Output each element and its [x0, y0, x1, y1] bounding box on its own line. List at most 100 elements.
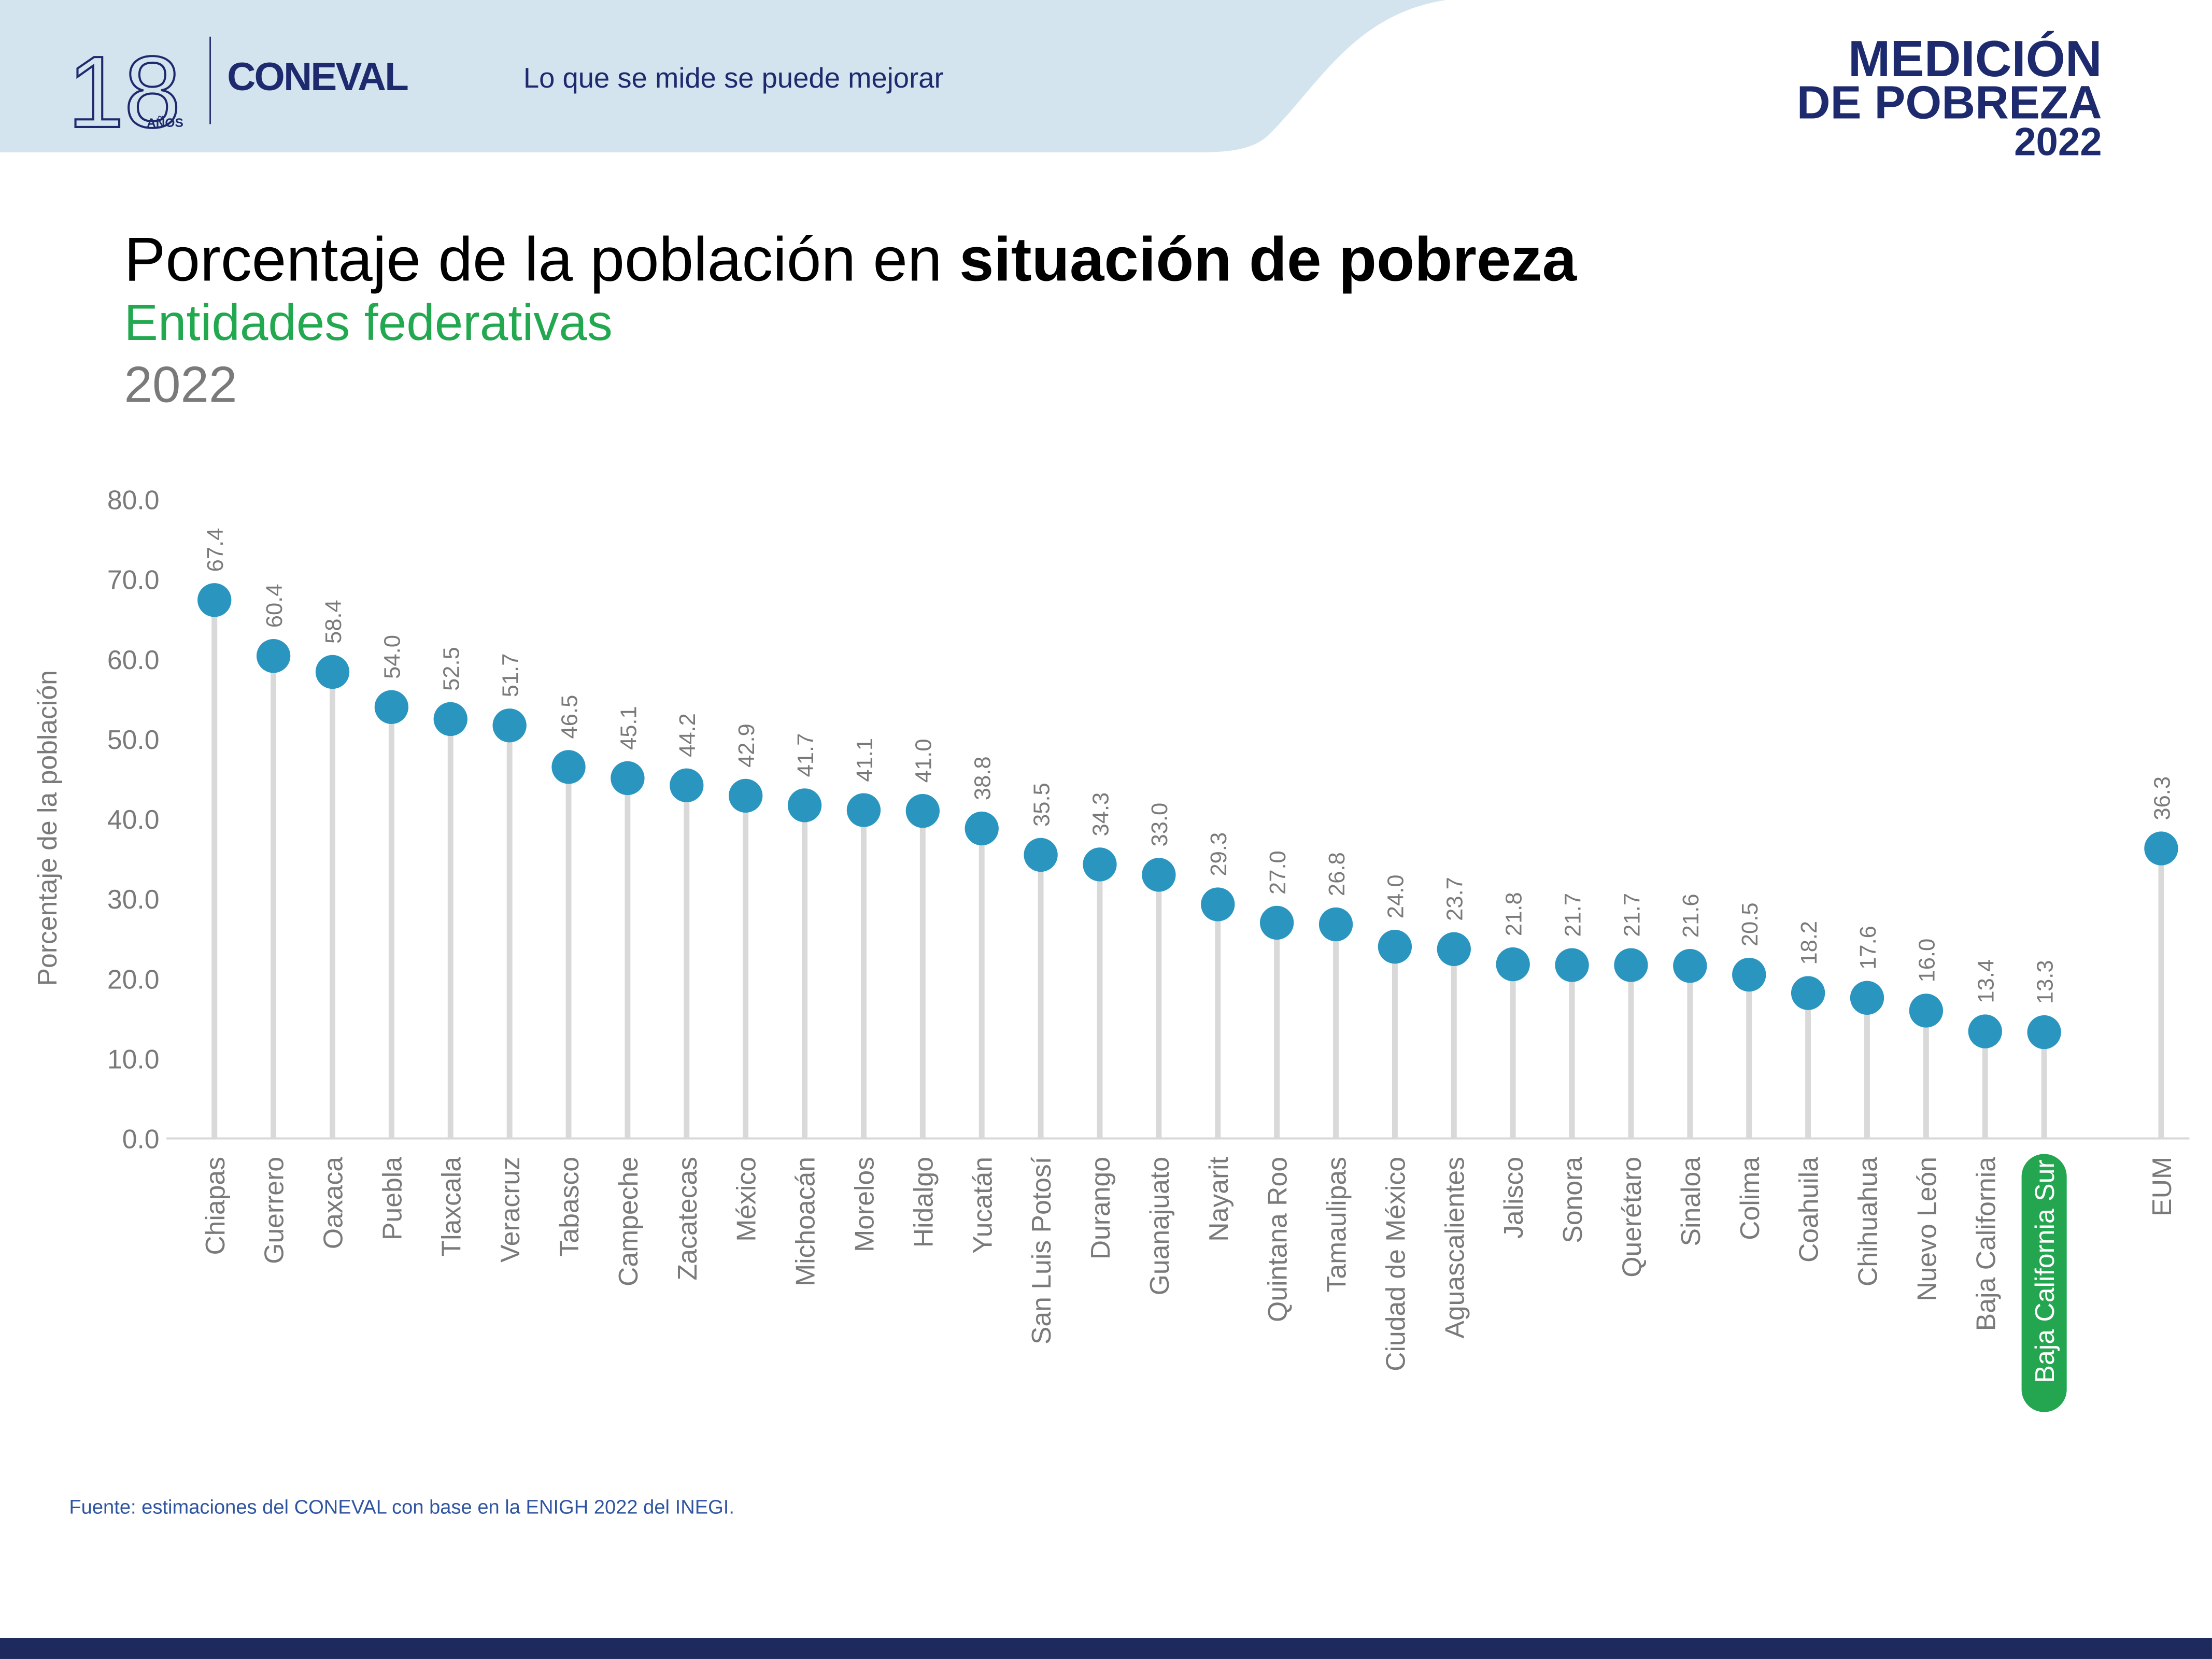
data-point [551, 750, 586, 784]
header: 18 AÑOS CONEVAL Lo que se mide se puede … [0, 0, 2102, 164]
data-label: 54.0 [380, 635, 405, 679]
data-point [1496, 947, 1530, 982]
data-label: 60.4 [262, 584, 287, 628]
data-point [1437, 932, 1471, 966]
data-point [315, 655, 350, 689]
logo-anos: AÑOS [147, 116, 183, 130]
bottom-bar [0, 1638, 2212, 1659]
data-label: 51.7 [498, 654, 523, 698]
category-label: Hidalgo [908, 1157, 938, 1247]
chart-title: Porcentaje de la población en situación … [124, 226, 1577, 296]
data-point [1732, 957, 1766, 992]
logo-18: 18 [68, 35, 181, 149]
data-point [197, 583, 232, 617]
category-label: Baja California [1970, 1157, 2001, 1331]
category-label: Tabasco [554, 1157, 584, 1257]
data-point [2027, 1015, 2061, 1050]
source-note: Fuente: estimaciones del CONEVAL con bas… [69, 1495, 734, 1518]
category-label: Querétaro [1617, 1157, 1647, 1278]
data-label: 17.6 [1856, 926, 1881, 970]
category-label: Nuevo León [1911, 1157, 1941, 1301]
data-label: 16.0 [1915, 939, 1940, 983]
chart-year: 2022 [124, 355, 237, 414]
data-point [1378, 930, 1412, 964]
y-tick-label: 20.0 [107, 964, 160, 994]
data-point [1024, 838, 1058, 872]
category-label: Oaxaca [318, 1157, 348, 1249]
data-label: 41.7 [793, 733, 818, 777]
category-label: Durango [1085, 1157, 1115, 1259]
data-point [492, 708, 527, 743]
title-bold: situación de pobreza [959, 225, 1577, 295]
y-tick-label: 30.0 [107, 884, 160, 914]
data-label: 36.3 [2150, 776, 2175, 820]
data-label: 21.7 [1561, 893, 1585, 937]
y-tick-label: 50.0 [107, 725, 160, 755]
data-point [670, 768, 704, 802]
category-label: Yucatán [967, 1157, 997, 1254]
data-label: 35.5 [1029, 783, 1054, 827]
data-point [256, 639, 291, 673]
data-point [729, 778, 763, 813]
data-label: 18.2 [1797, 921, 1822, 965]
data-point [787, 788, 822, 823]
badge-line2: DE POBREZA [1797, 77, 2102, 129]
category-label: Puebla [377, 1157, 407, 1240]
category-label: Guerrero [259, 1157, 289, 1264]
data-point [965, 811, 999, 846]
data-label: 20.5 [1738, 902, 1763, 946]
y-axis-title: Porcentaje de la población [32, 670, 62, 986]
title-regular: Porcentaje de la población en [124, 225, 959, 295]
data-point [905, 793, 940, 828]
y-tick-label: 0.0 [122, 1124, 160, 1154]
category-label: Coahuila [1794, 1157, 1824, 1263]
data-label: 21.7 [1620, 893, 1644, 937]
data-point [1909, 994, 1944, 1028]
data-label: 42.9 [734, 724, 759, 768]
data-label: 29.3 [1207, 832, 1231, 876]
data-point [1142, 858, 1176, 892]
data-point [433, 702, 467, 736]
y-tick-label: 60.0 [107, 645, 160, 675]
category-label: Michoacán [790, 1157, 820, 1286]
category-label: San Luis Potosí [1026, 1156, 1056, 1344]
tagline: Lo que se mide se puede mejorar [523, 62, 944, 94]
data-point [1791, 976, 1825, 1010]
coneval-logo: CONEVAL [227, 55, 408, 99]
category-label: Ciudad de México [1380, 1157, 1410, 1371]
data-label: 23.7 [1443, 877, 1468, 921]
highlight-pill [2021, 1154, 2067, 1412]
data-label: 44.2 [675, 713, 700, 757]
y-tick-label: 10.0 [107, 1044, 160, 1074]
data-point [1555, 948, 1589, 982]
y-tick-label: 70.0 [107, 565, 160, 595]
data-point [1259, 905, 1294, 940]
category-label: México [731, 1157, 761, 1242]
category-label: EUM [2147, 1157, 2177, 1216]
data-label: 21.6 [1679, 894, 1704, 938]
category-label: Sonora [1557, 1157, 1587, 1243]
category-label: Jalisco [1498, 1157, 1528, 1239]
data-point [1201, 887, 1235, 921]
data-label: 58.4 [321, 600, 346, 644]
data-point [1083, 847, 1117, 882]
data-point [846, 793, 881, 827]
chart-subtitle: Entidades federativas [124, 293, 613, 351]
y-tick-label: 80.0 [107, 485, 160, 515]
data-label: 33.0 [1147, 803, 1172, 847]
data-point [1673, 948, 1707, 983]
data-label: 46.5 [557, 695, 582, 739]
category-label: Veracruz [495, 1157, 525, 1263]
data-label: 26.8 [1325, 852, 1350, 896]
data-point [1614, 948, 1648, 982]
data-label: 52.5 [439, 647, 464, 691]
category-label: Colima [1735, 1157, 1765, 1240]
data-label: 27.0 [1266, 850, 1291, 895]
badge-line1: MEDICIÓN [1848, 30, 2102, 87]
data-point [1968, 1014, 2002, 1048]
data-label: 41.1 [853, 738, 877, 782]
data-point [1318, 907, 1353, 942]
category-label: Tamaulipas [1322, 1157, 1352, 1293]
data-label: 45.1 [616, 706, 641, 750]
